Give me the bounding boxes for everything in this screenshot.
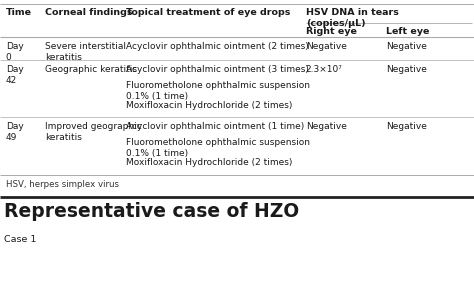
Text: Negative: Negative [386,122,427,131]
Text: Geographic keratitis: Geographic keratitis [45,65,137,74]
Text: Moxifloxacin Hydrochloride (2 times): Moxifloxacin Hydrochloride (2 times) [126,158,292,167]
Text: Time: Time [6,8,32,17]
Text: Topical treatment of eye drops: Topical treatment of eye drops [126,8,290,17]
Text: Fluorometholone ophthalmic suspension
0.1% (1 time): Fluorometholone ophthalmic suspension 0.… [126,138,310,158]
Text: Acyclovir ophthalmic ointment (2 times): Acyclovir ophthalmic ointment (2 times) [126,42,309,51]
Text: Fluorometholone ophthalmic suspension
0.1% (1 time): Fluorometholone ophthalmic suspension 0.… [126,81,310,101]
Text: Improved geographic
keratitis: Improved geographic keratitis [45,122,142,142]
Text: Severe interstitial
keratitis: Severe interstitial keratitis [45,42,126,62]
Text: Negative: Negative [386,42,427,51]
Text: Representative case of HZO: Representative case of HZO [4,202,299,221]
Text: Moxifloxacin Hydrochloride (2 times): Moxifloxacin Hydrochloride (2 times) [126,101,292,110]
Text: Day
49: Day 49 [6,122,23,142]
Text: Negative: Negative [386,65,427,74]
Text: Day
0: Day 0 [6,42,23,62]
Text: Corneal findings: Corneal findings [45,8,133,17]
Text: 2.3×10⁷: 2.3×10⁷ [306,65,343,74]
Text: Acyclovir ophthalmic ointment (1 time): Acyclovir ophthalmic ointment (1 time) [126,122,304,131]
Text: Negative: Negative [306,42,346,51]
Text: Right eye: Right eye [306,27,356,36]
Text: HSV DNA in tears
(copies/μL): HSV DNA in tears (copies/μL) [306,8,399,28]
Text: Day
42: Day 42 [6,65,23,85]
Text: HSV, herpes simplex virus: HSV, herpes simplex virus [6,180,118,189]
Text: Negative: Negative [306,122,346,131]
Text: Left eye: Left eye [386,27,430,36]
Text: Acyclovir ophthalmic ointment (3 times): Acyclovir ophthalmic ointment (3 times) [126,65,309,74]
Text: Case 1: Case 1 [4,235,36,244]
